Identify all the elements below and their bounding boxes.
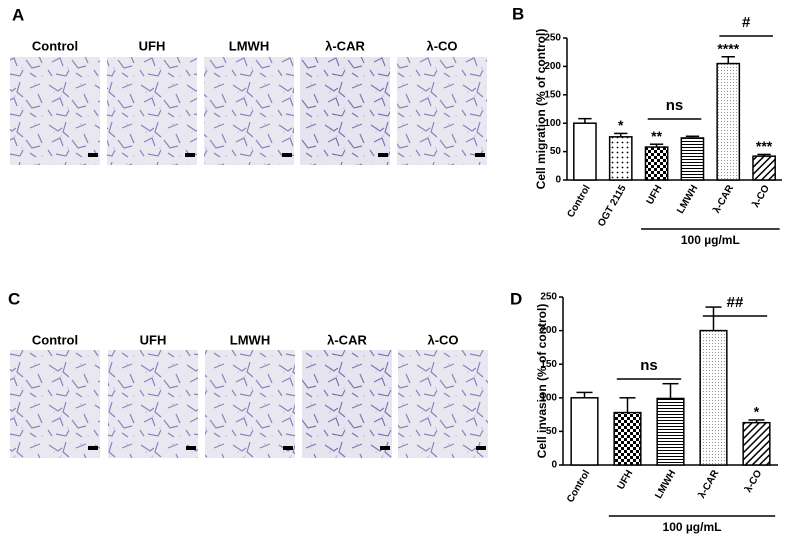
panel-label: A — [12, 5, 24, 24]
bar — [656, 397, 685, 466]
x-tick-label: λ-CO — [743, 468, 765, 494]
scale-bar — [185, 153, 195, 157]
significance-label: * — [754, 404, 760, 420]
micrograph — [302, 350, 392, 458]
bar — [742, 421, 771, 466]
y-tick-label: 250 — [544, 33, 561, 44]
image-label: λ-CAR — [327, 332, 367, 347]
panel-label: D — [510, 289, 522, 308]
y-tick-label: 200 — [540, 325, 557, 336]
y-tick-label: 50 — [550, 146, 562, 157]
scale-bar — [475, 153, 485, 157]
bar — [680, 137, 705, 181]
image-label: λ-CO — [426, 38, 457, 53]
bar — [613, 411, 642, 466]
scale-bar — [88, 446, 98, 450]
bar — [573, 122, 597, 181]
y-axis-label: Cell invasion (% of control) — [535, 304, 549, 459]
x-tick-label: UFH — [616, 468, 636, 491]
comparison-label: # — [742, 14, 751, 31]
x-tick-label: LMWH — [653, 468, 678, 500]
image-label: LMWH — [230, 332, 270, 347]
y-tick-label: 100 — [544, 118, 561, 129]
micrograph — [300, 57, 390, 165]
x-tick-label: LMWH — [675, 183, 700, 215]
significance-label: ** — [651, 128, 662, 144]
image-label: Control — [32, 332, 78, 347]
x-tick-label: λ-CAR — [697, 468, 722, 501]
y-axis-label: Cell migration (% of control) — [534, 29, 548, 190]
y-tick-label: 0 — [551, 460, 557, 471]
micrograph — [10, 57, 100, 165]
micrograph — [108, 350, 198, 458]
significance-label: *** — [756, 138, 773, 154]
y-tick-label: 250 — [540, 292, 557, 303]
bar — [608, 136, 633, 181]
micrograph — [397, 57, 487, 165]
micrograph — [205, 350, 295, 458]
micrograph — [204, 57, 294, 165]
comparison-label: ns — [666, 97, 684, 114]
bar — [699, 329, 728, 466]
bar — [570, 397, 599, 466]
significance-label: * — [618, 117, 624, 133]
y-tick-label: 150 — [544, 89, 561, 100]
x-tick-label: λ-CO — [750, 183, 772, 209]
group-label: 100 µg/mL — [681, 233, 740, 247]
x-tick-label: UFH — [645, 183, 665, 206]
scale-bar — [186, 446, 196, 450]
image-label: UFH — [139, 38, 166, 53]
comparison-label: ## — [727, 294, 744, 311]
x-tick-label: λ-CAR — [711, 183, 736, 216]
panel-label: C — [8, 289, 20, 308]
y-tick-label: 200 — [544, 61, 561, 72]
scale-bar — [378, 153, 388, 157]
image-label: Control — [32, 38, 78, 53]
scale-bar — [88, 153, 98, 157]
bar — [716, 62, 741, 181]
image-label: UFH — [140, 332, 167, 347]
comparison-label: ns — [640, 357, 658, 374]
micrograph — [107, 57, 197, 165]
bar — [752, 155, 776, 181]
group-label: 100 µg/mL — [663, 520, 722, 534]
micrograph — [398, 350, 488, 458]
panel-label: B — [512, 4, 524, 23]
y-tick-label: 50 — [546, 426, 558, 437]
y-tick-label: 0 — [555, 175, 561, 186]
image-label: λ-CAR — [325, 38, 365, 53]
image-label: λ-CO — [427, 332, 458, 347]
image-label: LMWH — [229, 38, 269, 53]
scale-bar — [476, 446, 486, 450]
x-tick-label: OGT 2115 — [596, 183, 629, 229]
x-tick-label: Control — [566, 183, 593, 219]
micrograph — [10, 350, 100, 458]
y-tick-label: 100 — [540, 392, 557, 403]
bar — [644, 146, 669, 181]
scale-bar — [380, 446, 390, 450]
scale-bar — [282, 153, 292, 157]
y-tick-label: 150 — [540, 359, 557, 370]
scale-bar — [283, 446, 293, 450]
x-tick-label: Control — [565, 468, 592, 504]
significance-label: **** — [717, 40, 739, 56]
